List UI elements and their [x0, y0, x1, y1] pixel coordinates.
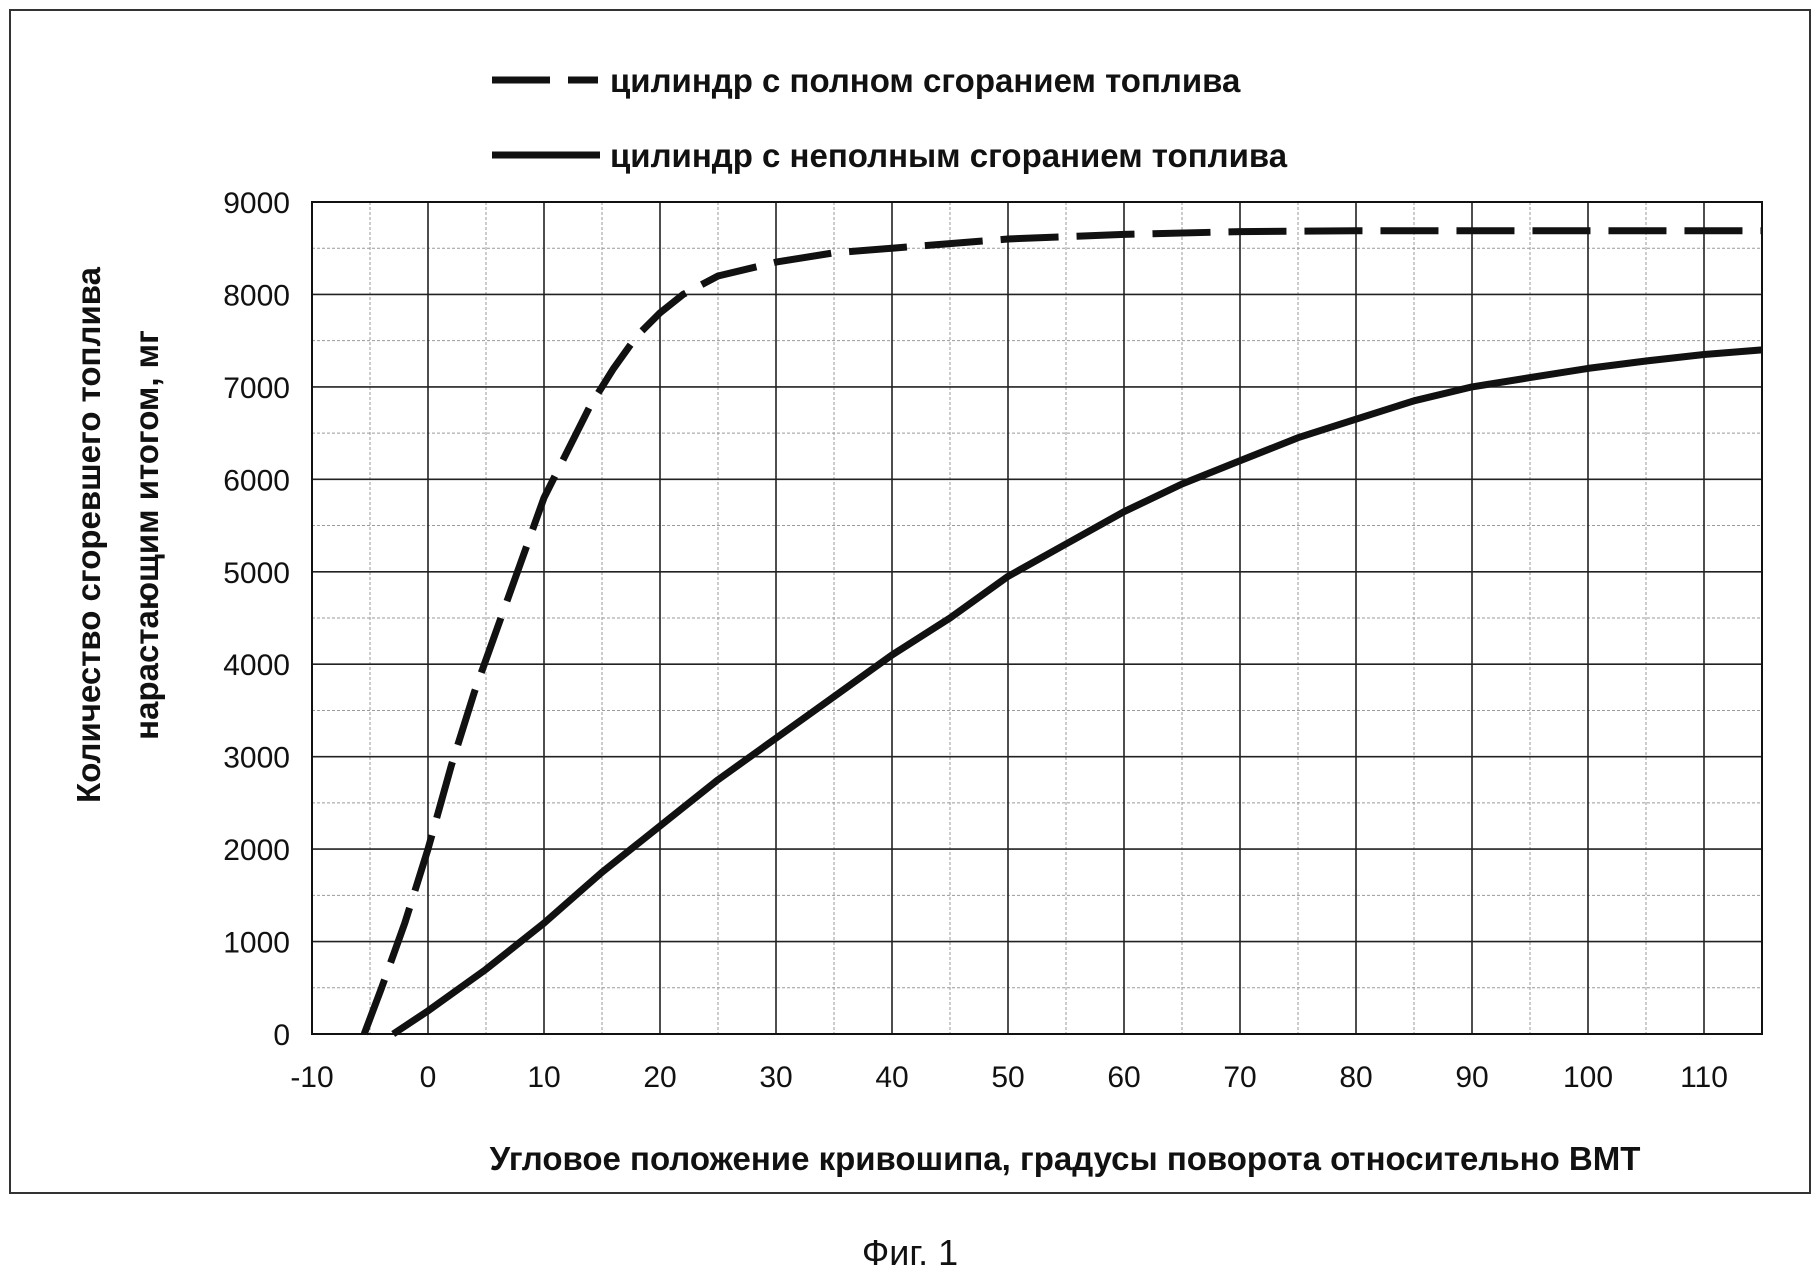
- figure-caption: Фиг. 1: [861, 1232, 959, 1273]
- y-axis-title-line2: нарастающим итогом, мг: [128, 330, 165, 740]
- y-tick-label: 4000: [223, 649, 290, 682]
- y-axis-ticks: 0 1000 2000 3000 4000 5000 6000 7000 8000 9000: [223, 187, 290, 1052]
- x-tick-label: 80: [1339, 1061, 1372, 1094]
- x-tick-label: 10: [527, 1061, 560, 1094]
- y-tick-label: 8000: [223, 279, 290, 312]
- y-tick-label: 9000: [223, 187, 290, 220]
- series-line-incomplete-combustion: [391, 346, 1763, 1037]
- legend-label-incomplete-combustion: цилиндр с неполным сгоранием топлива: [610, 137, 1288, 174]
- y-tick-label: 7000: [223, 372, 290, 405]
- y-tick-label: 3000: [223, 742, 290, 775]
- minor-grid: [312, 202, 1762, 1034]
- x-tick-label: 100: [1563, 1061, 1613, 1094]
- y-tick-label: 1000: [223, 927, 290, 960]
- x-tick-label: 90: [1455, 1061, 1488, 1094]
- x-tick-label: 0: [420, 1061, 437, 1094]
- x-axis-title: Угловое положение кривошипа, градусы пов…: [490, 1140, 1641, 1177]
- x-tick-label: 110: [1680, 1061, 1728, 1094]
- x-tick-label: 50: [991, 1061, 1024, 1094]
- y-tick-label: 5000: [223, 557, 290, 590]
- legend: цилиндр с полном сгоранием топлива цилин…: [492, 62, 1288, 174]
- y-axis-title-line1: Количество сгоревшего топлива: [70, 266, 107, 803]
- y-tick-label: 2000: [223, 834, 290, 867]
- x-tick-label: 60: [1107, 1061, 1140, 1094]
- x-tick-label: -10: [290, 1061, 333, 1094]
- y-tick-label: 0: [273, 1019, 290, 1052]
- series-layer: [360, 227, 1763, 1037]
- series-line-full-combustion: [360, 227, 1762, 1036]
- legend-label-full-combustion: цилиндр с полном сгоранием топлива: [610, 62, 1241, 99]
- plot-area-border: [311, 201, 1763, 1035]
- y-tick-label: 6000: [223, 464, 290, 497]
- chart-frame: [9, 9, 1811, 1194]
- x-tick-label: 40: [875, 1061, 908, 1094]
- x-tick-label: 20: [643, 1061, 676, 1094]
- x-axis-ticks: -10 0 10 20 30 40 50 60 70 80 90 100 110: [290, 1061, 1728, 1094]
- x-tick-label: 70: [1223, 1061, 1256, 1094]
- major-grid: [312, 202, 1762, 1034]
- x-tick-label: 30: [759, 1061, 792, 1094]
